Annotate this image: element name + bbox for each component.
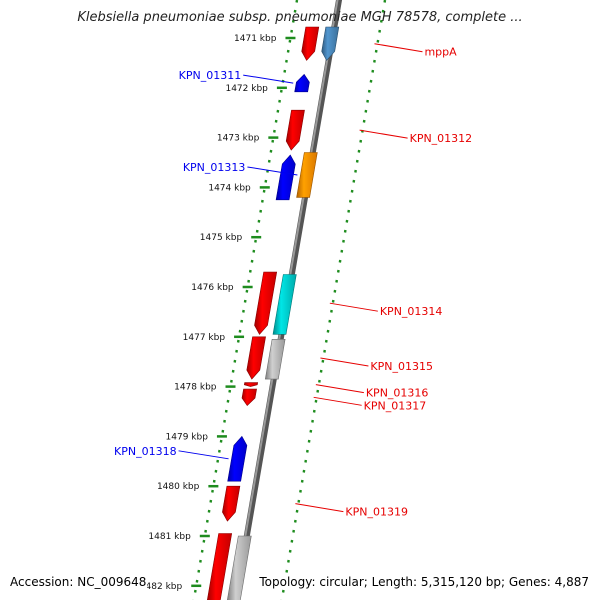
right-dotted-guide bbox=[280, 0, 387, 600]
gene-arrow[interactable] bbox=[254, 271, 278, 335]
label-connector bbox=[320, 357, 369, 367]
gene-feature[interactable] bbox=[227, 435, 248, 482]
gene-label[interactable]: KPN_01315 bbox=[370, 360, 433, 373]
gene-arrow[interactable] bbox=[301, 26, 320, 61]
label-connector bbox=[247, 166, 298, 176]
gene-arrow[interactable] bbox=[246, 336, 266, 380]
gene-feature[interactable] bbox=[321, 26, 340, 61]
tick-label: 1477 kbp bbox=[183, 333, 226, 343]
gene-arrow[interactable] bbox=[264, 338, 286, 380]
gene-feature[interactable] bbox=[222, 485, 241, 522]
gene-feature[interactable] bbox=[243, 382, 259, 387]
gene-arrow[interactable] bbox=[243, 382, 259, 387]
gene-arrow[interactable] bbox=[296, 152, 318, 198]
label-connector bbox=[329, 302, 378, 312]
gene-feature[interactable] bbox=[272, 274, 297, 335]
gene-feature[interactable] bbox=[264, 338, 286, 380]
tick-label: 1475 kbp bbox=[200, 233, 243, 243]
gene-feature[interactable] bbox=[294, 73, 310, 93]
gene-arrow[interactable] bbox=[285, 109, 305, 151]
label-connector bbox=[243, 74, 294, 84]
gene-arrow[interactable] bbox=[241, 388, 257, 406]
label-connector bbox=[313, 396, 362, 406]
gene-feature[interactable] bbox=[254, 271, 278, 335]
gene-label[interactable]: KPN_01319 bbox=[345, 506, 408, 519]
summary-text: Topology: circular; Length: 5,315,120 bp… bbox=[258, 575, 590, 589]
gene-feature[interactable] bbox=[285, 109, 305, 151]
tick-label: 1479 kbp bbox=[166, 432, 209, 442]
tick-label: 1472 kbp bbox=[225, 84, 268, 94]
tick-label: 1474 kbp bbox=[208, 183, 251, 193]
tick-label: 1478 kbp bbox=[174, 383, 217, 393]
gene-labels: mppA KPN_01311 KPN_01312 KPN_01313 KPN_01314… bbox=[114, 43, 473, 519]
gene-features bbox=[207, 26, 340, 600]
label-connector bbox=[374, 43, 423, 53]
tick-label: 1481 kbp bbox=[148, 532, 191, 542]
tick-label: 1473 kbp bbox=[217, 134, 260, 144]
gene-feature[interactable] bbox=[246, 336, 266, 380]
dotted-guides bbox=[192, 0, 387, 600]
label-connector bbox=[359, 129, 408, 139]
gene-label[interactable]: KPN_01311 bbox=[179, 69, 242, 82]
gene-arrow[interactable] bbox=[227, 535, 252, 600]
gene-arrow[interactable] bbox=[294, 73, 310, 93]
tick-label: 1471 kbp bbox=[234, 34, 277, 44]
gene-label[interactable]: KPN_01313 bbox=[183, 161, 246, 174]
left-dotted-guide bbox=[192, 0, 299, 600]
label-connector bbox=[315, 384, 364, 394]
gene-label[interactable]: KPN_01312 bbox=[410, 132, 473, 145]
gene-arrow[interactable] bbox=[321, 26, 340, 61]
gene-arrow[interactable] bbox=[222, 485, 241, 522]
gene-label[interactable]: KPN_01317 bbox=[364, 399, 427, 412]
tick-label: 1476 kbp bbox=[191, 283, 234, 293]
gene-arrow[interactable] bbox=[227, 435, 248, 482]
gene-arrow[interactable] bbox=[272, 274, 297, 335]
gene-feature[interactable] bbox=[296, 152, 318, 198]
label-connector bbox=[178, 450, 229, 460]
accession-text: Accession: NC_009648 bbox=[9, 575, 148, 589]
gene-label[interactable]: KPN_01314 bbox=[380, 305, 443, 318]
label-connector bbox=[295, 503, 344, 513]
gene-arrow[interactable] bbox=[275, 154, 296, 201]
gene-feature[interactable] bbox=[241, 388, 257, 406]
map-title: Klebsiella pneumoniae subsp. pneumoniae … bbox=[77, 10, 523, 25]
gene-feature[interactable] bbox=[275, 154, 296, 201]
tick-label: 1480 kbp bbox=[157, 482, 200, 492]
gene-label[interactable]: KPN_01318 bbox=[114, 445, 177, 458]
gene-arrow[interactable] bbox=[207, 533, 233, 600]
tick-marks: 1471 kbp 1472 kbp 1473 kbp 1474 kbp 1475 kbp… bbox=[140, 34, 296, 592]
gene-label[interactable]: mppA bbox=[424, 46, 457, 59]
gene-label[interactable]: KPN_01316 bbox=[366, 387, 429, 400]
gene-feature[interactable] bbox=[207, 533, 233, 600]
gene-feature[interactable] bbox=[301, 26, 320, 61]
tick-label: 1482 kbp bbox=[140, 582, 183, 592]
gene-feature[interactable] bbox=[227, 535, 252, 600]
